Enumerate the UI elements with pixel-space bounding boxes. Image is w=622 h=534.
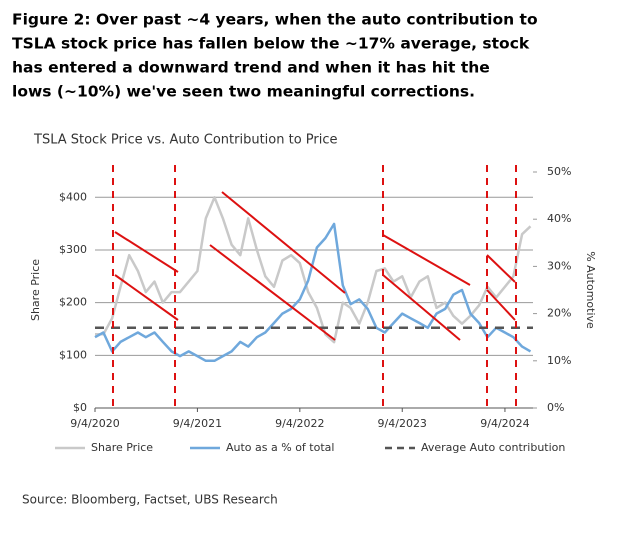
annotations: [112, 165, 517, 408]
y-tick-label: $0: [73, 401, 87, 414]
trend-line: [114, 231, 179, 273]
legend-label: Average Auto contribution: [421, 441, 565, 454]
chart-title: TSLA stock price has fallen below the ~1…: [12, 35, 530, 53]
y2-tick-label: 10%: [547, 354, 571, 367]
trend-line: [114, 274, 179, 321]
x-tick-label: 9/4/2022: [275, 417, 324, 430]
trend-line: [486, 289, 516, 321]
x-tick-label: 9/4/2024: [480, 417, 529, 430]
series-line: [94, 222, 532, 363]
legend-label: Auto as a % of total: [226, 441, 334, 454]
source-note: Source: Bloomberg, Factset, UBS Research: [22, 493, 278, 507]
y2-tick-label: 20%: [547, 307, 571, 320]
y-tick-label: $100: [59, 348, 87, 361]
chart-title: Figure 2: Over past ~4 years, when the a…: [12, 11, 538, 29]
y2-tick-label: 30%: [547, 259, 571, 272]
legend-label: Share Price: [91, 441, 153, 454]
chart-subtitle: TSLA Stock Price vs. Auto Contribution t…: [33, 133, 338, 148]
chart-title: lows (~10%) we've seen two meaningful co…: [12, 83, 475, 101]
trend-line: [486, 254, 516, 283]
plot-area: $0 $100 $200 $300 $400 0% 10% 20% 30% 40% 50% 9/4/2…: [59, 165, 571, 430]
y-tick-label: $300: [59, 243, 87, 256]
legend: Share Price Auto as a % of total Average A…: [55, 441, 565, 454]
y2-tick-label: 50%: [547, 165, 571, 178]
x-tick-label: 9/4/2023: [378, 417, 427, 430]
x-tick-label: 9/4/2020: [70, 417, 119, 430]
trend-line: [382, 234, 471, 286]
x-tick-label: 9/4/2021: [173, 417, 222, 430]
y-tick-label: $200: [59, 296, 87, 309]
y-tick-label: $400: [59, 190, 87, 203]
trend-line: [221, 191, 346, 294]
y2-axis-title: % Automotive: [584, 251, 597, 329]
series-line: [95, 196, 532, 344]
trend-line: [209, 244, 336, 341]
y-axis-title: Share Price: [29, 259, 42, 321]
chart-title: has entered a downward trend and when it…: [12, 59, 490, 77]
y2-tick-label: 0%: [547, 401, 564, 414]
y2-tick-label: 40%: [547, 212, 571, 225]
trend-line: [382, 274, 461, 341]
